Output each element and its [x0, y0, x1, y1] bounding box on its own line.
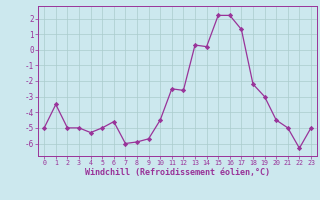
X-axis label: Windchill (Refroidissement éolien,°C): Windchill (Refroidissement éolien,°C) — [85, 168, 270, 177]
